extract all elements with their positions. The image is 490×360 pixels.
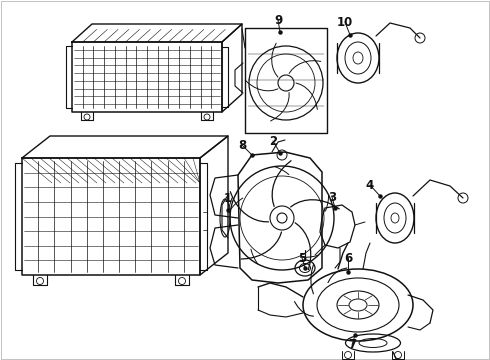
Text: 7: 7 bbox=[348, 338, 356, 351]
Text: 1: 1 bbox=[224, 192, 232, 204]
Text: 10: 10 bbox=[337, 15, 353, 28]
Text: 4: 4 bbox=[366, 179, 374, 192]
Text: 8: 8 bbox=[238, 139, 246, 152]
Text: 3: 3 bbox=[328, 190, 336, 203]
Text: 2: 2 bbox=[269, 135, 277, 148]
Text: 6: 6 bbox=[344, 252, 352, 265]
Text: 9: 9 bbox=[274, 14, 282, 27]
Text: 5: 5 bbox=[298, 252, 306, 265]
